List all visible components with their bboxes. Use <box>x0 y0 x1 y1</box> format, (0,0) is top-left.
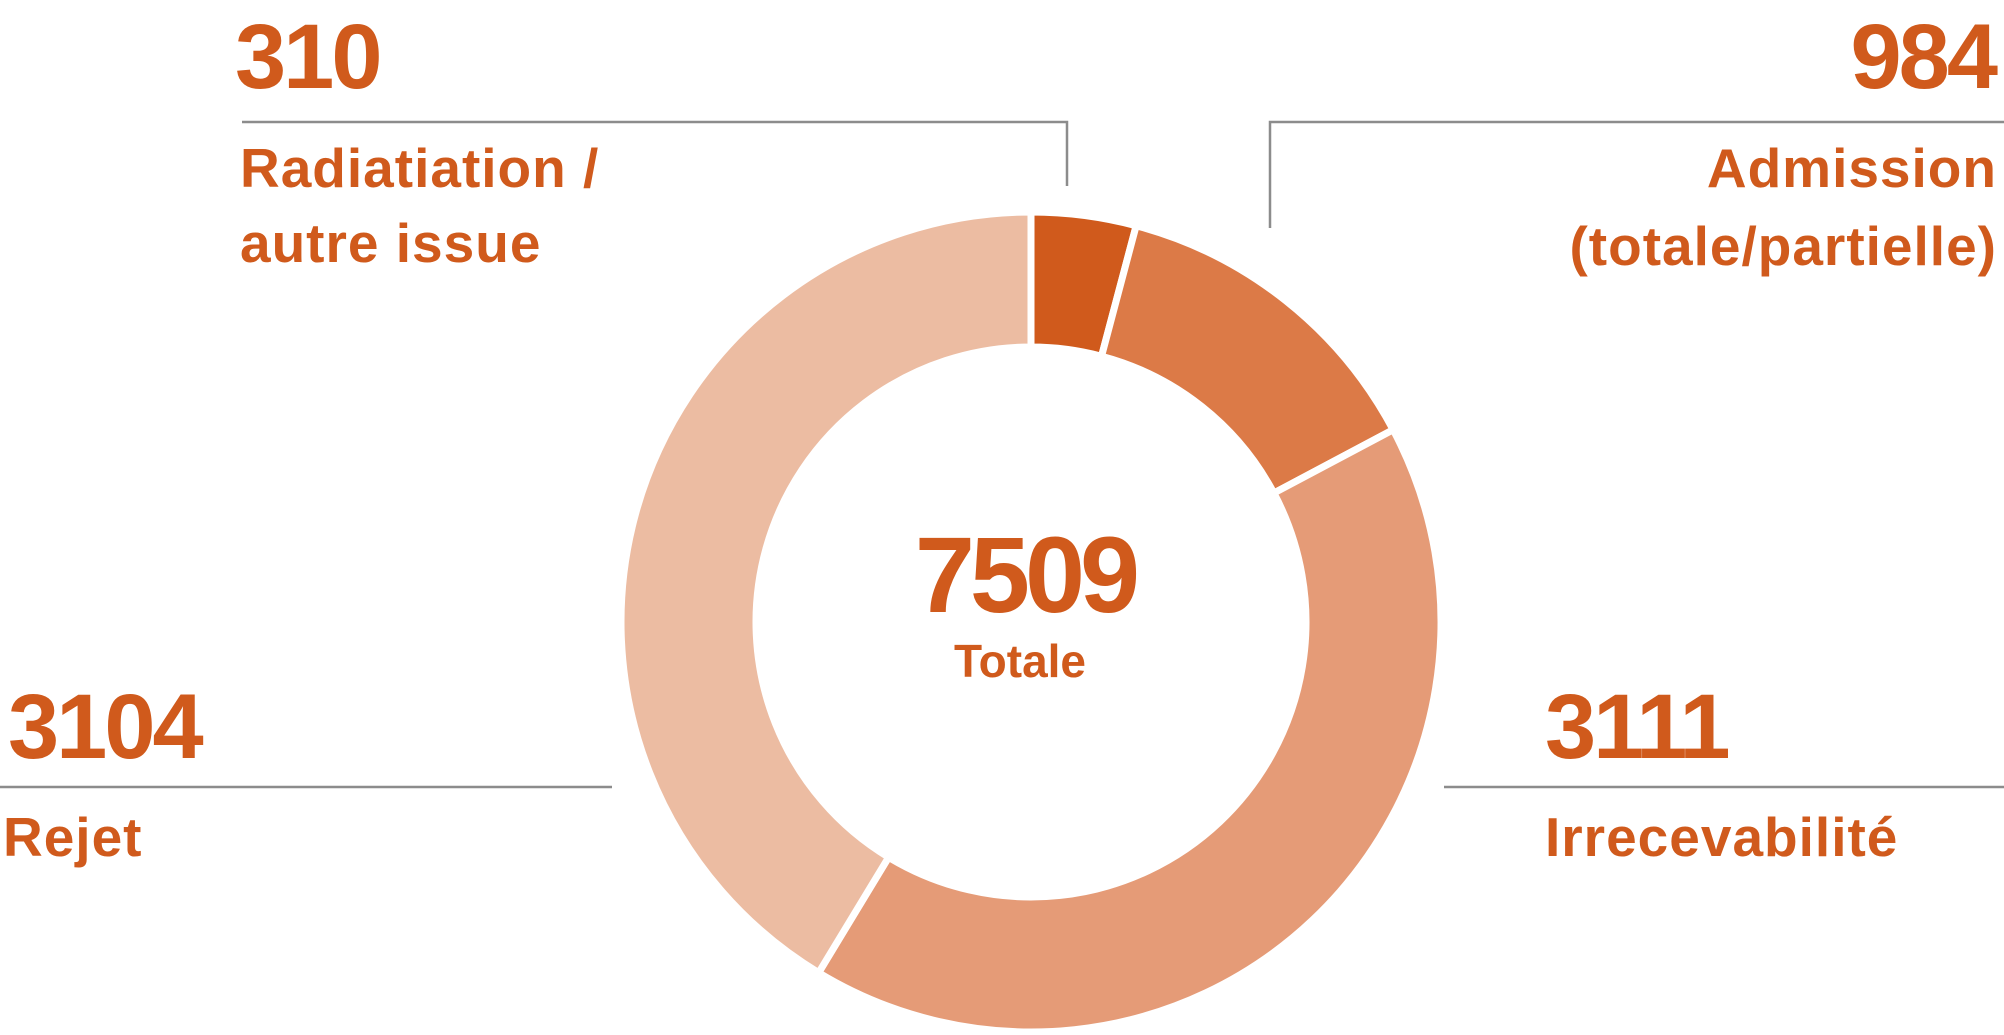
value-irrecevabilite: 3111 <box>1545 676 1728 778</box>
leader-line-radiation <box>242 120 1069 186</box>
label-radiation-line1: Radiatiation / <box>240 137 599 199</box>
total-label: Totale <box>954 635 1086 687</box>
label-admission-line2: (totale/partielle) <box>1569 215 1997 277</box>
leader-line-admission <box>1268 120 2004 228</box>
value-rejet: 3104 <box>8 676 203 778</box>
label-rejet: Rejet <box>3 806 143 868</box>
label-irrecevabilite: Irrecevabilité <box>1545 806 1898 868</box>
total-value: 7509 <box>915 514 1137 635</box>
label-admission-line1: Admission <box>1707 137 1997 199</box>
donut-slices <box>617 208 1445 1035</box>
donut-slice-2 <box>813 425 1445 1035</box>
value-admission: 984 <box>1851 6 1998 108</box>
value-radiation: 310 <box>235 6 380 108</box>
label-radiation-line2: autre issue <box>240 212 541 274</box>
donut-slice-3 <box>617 208 1035 978</box>
